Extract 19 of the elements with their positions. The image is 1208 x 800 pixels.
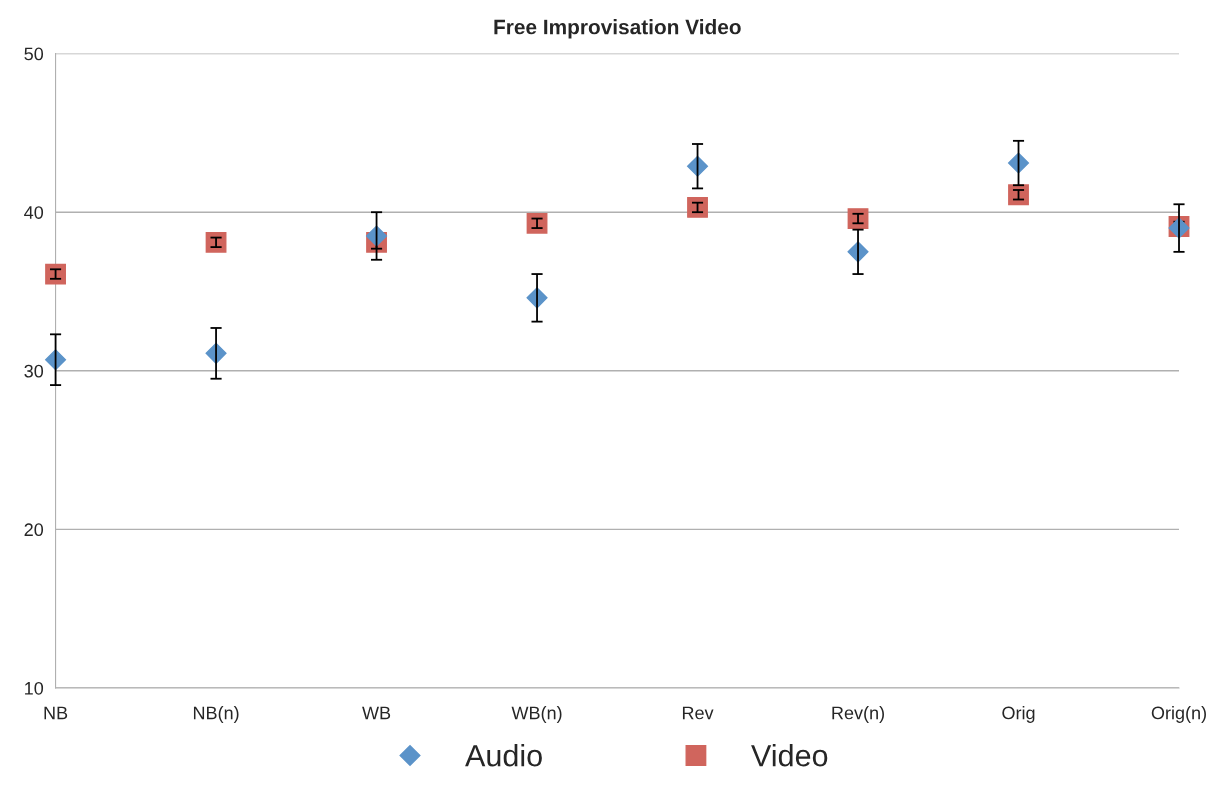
x-tick-label: Orig [1002, 706, 1035, 723]
y-tick-label: 30 [24, 364, 44, 378]
x-tick-label: WB [362, 706, 391, 720]
x-tick-label: WB(n) [511, 706, 562, 723]
x-tick-label: NB [44, 706, 68, 720]
legend-label: Audio [465, 744, 542, 767]
x-tick-label: Rev(n) [832, 706, 884, 723]
y-tick-label: 20 [24, 523, 44, 537]
chart-title: Free Improvisation Video [494, 19, 741, 39]
legend-label: Video [751, 744, 828, 767]
x-tick-label: Orig(n) [1151, 706, 1206, 723]
point [366, 225, 388, 247]
point [687, 155, 709, 177]
y-tick-label: 10 [25, 681, 44, 695]
x-tick-label: Rev [682, 706, 714, 720]
point [45, 349, 67, 371]
y-tick-label: 50 [24, 47, 44, 61]
x-tick-label: NB(n) [193, 706, 239, 723]
y-tick-label: 40 [24, 206, 44, 219]
